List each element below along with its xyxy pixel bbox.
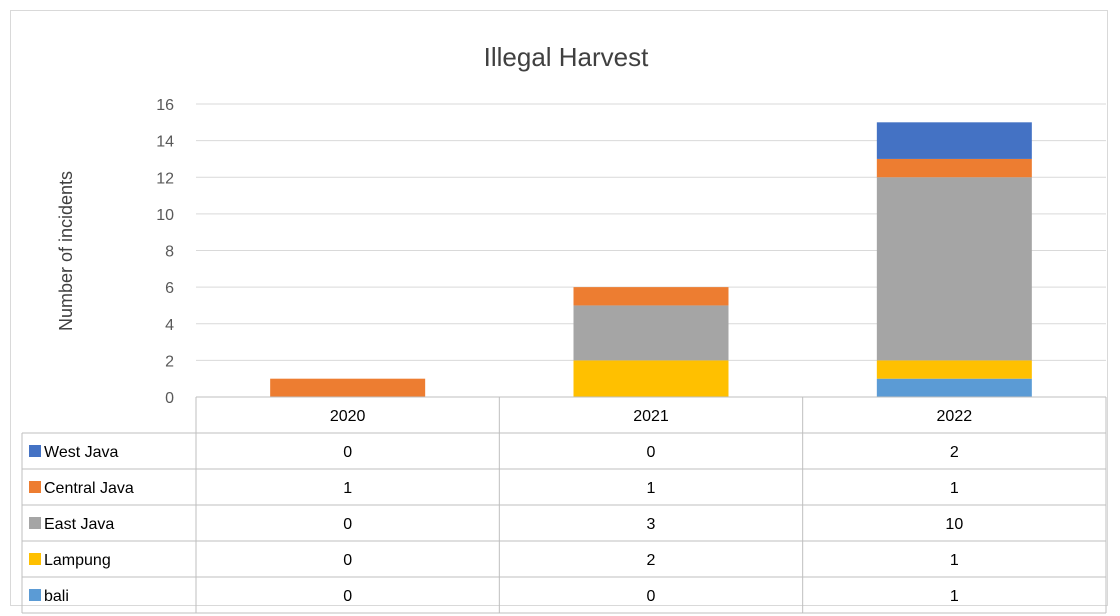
data-table-cell: 0 [647, 444, 656, 461]
data-table-cell: 1 [950, 480, 959, 497]
y-axis-label: Number of incidents [56, 171, 76, 331]
legend-swatch [29, 481, 41, 493]
x-category-label: 2022 [937, 408, 973, 425]
data-table-cell: 0 [343, 588, 352, 605]
y-tick-label: 14 [156, 134, 174, 151]
y-tick-label: 12 [156, 170, 174, 187]
chart-frame [10, 10, 1108, 606]
legend-swatch [29, 445, 41, 457]
data-table-cell: 0 [647, 588, 656, 605]
legend-label: Lampung [44, 552, 111, 569]
bar-segment [876, 177, 1032, 361]
data-table-cell: 0 [343, 552, 352, 569]
data-table-cell: 1 [647, 480, 656, 497]
y-axis-ticks: 0 2 4 6 8 10 12 14 16 [156, 97, 174, 407]
legend-swatch [29, 517, 41, 529]
data-table-cell: 10 [945, 516, 963, 533]
bar-segment [876, 122, 1032, 159]
bar-segment [573, 305, 729, 361]
legend-swatch [29, 553, 41, 565]
data-table: 2020 2021 2022 West Java 0 0 2 Central Java 1 1 1 E… [21, 396, 1107, 614]
bar-segment [876, 158, 1032, 178]
bar-segment [876, 360, 1032, 379]
data-table-cell: 1 [343, 480, 352, 497]
y-tick-label: 8 [165, 244, 174, 261]
bar-segment [270, 378, 426, 397]
y-tick-label: 2 [165, 353, 174, 370]
y-tick-label: 4 [165, 317, 174, 334]
chart-title: Illegal Harvest [484, 42, 650, 72]
x-category-label: 2020 [330, 408, 366, 425]
legend-label: Central Java [44, 480, 134, 497]
bar-segment [876, 378, 1032, 397]
x-category-label: 2021 [633, 408, 669, 425]
data-table-cell: 3 [647, 516, 656, 533]
data-table-cell: 2 [950, 444, 959, 461]
legend-swatch [29, 589, 41, 601]
legend-label: bali [44, 588, 69, 605]
bar-segment [573, 287, 729, 306]
data-table-cell: 0 [343, 444, 352, 461]
data-table-cell: 1 [950, 552, 959, 569]
y-tick-label: 16 [156, 97, 174, 114]
legend-label: East Java [44, 516, 114, 533]
y-tick-label: 10 [156, 207, 174, 224]
y-tick-label: 0 [165, 390, 174, 407]
data-table-cell: 0 [343, 516, 352, 533]
bars [270, 122, 1032, 397]
bar-segment [573, 360, 729, 397]
legend-label: West Java [44, 444, 119, 461]
y-tick-label: 6 [165, 280, 174, 297]
data-table-cell: 2 [647, 552, 656, 569]
data-table-cell: 1 [950, 588, 959, 605]
